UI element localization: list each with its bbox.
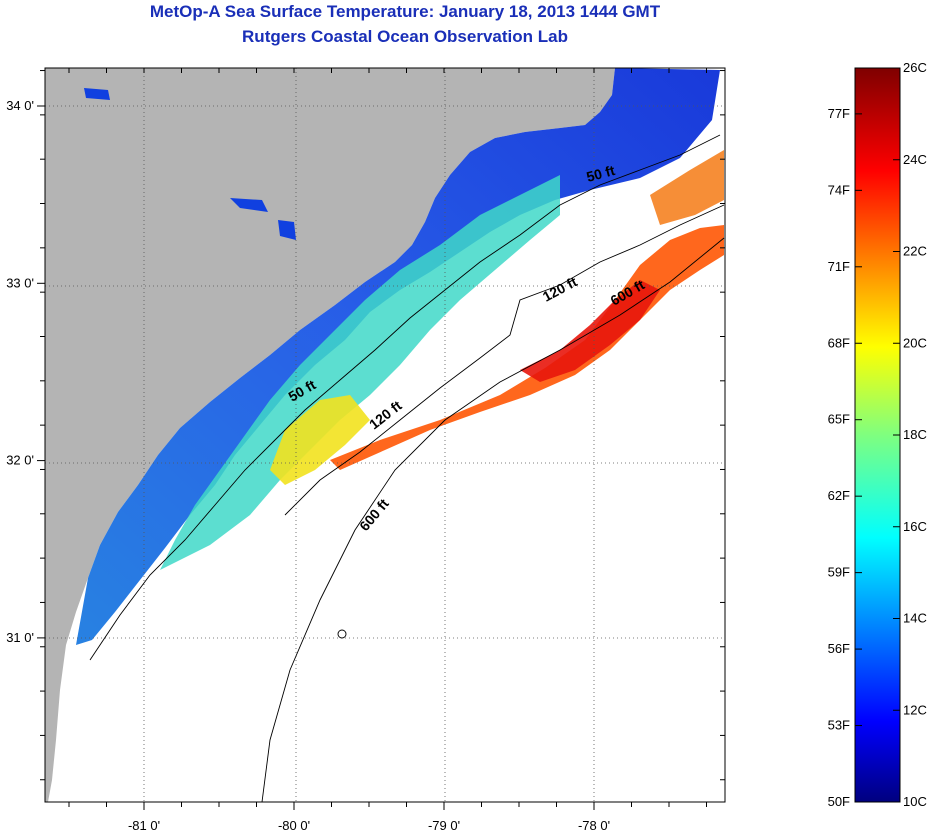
map-title: MetOp-A Sea Surface Temperature: January… <box>149 2 661 21</box>
colorbar-c-label: 18C <box>903 427 927 442</box>
colorbar-c-label: 26C <box>903 60 927 75</box>
lat-tick-label: 34 0' <box>6 98 34 113</box>
isobath-50ft <box>89 134 721 661</box>
colorbar-f-label: 65F <box>828 412 850 427</box>
colorbar-f-label: 50F <box>828 794 850 809</box>
colorbar-f-label: 77F <box>828 106 850 121</box>
colorbar-f-label: 71F <box>828 259 850 274</box>
colorbar <box>854 67 901 803</box>
colorbar-c-label: 10C <box>903 794 927 809</box>
lon-tick-label: -79 0' <box>428 818 460 832</box>
lat-tick-label: 33 0' <box>6 275 34 290</box>
map-border <box>44 67 726 803</box>
latitude-axis: 34 0' 33 0' 32 0' 31 0' <box>6 70 725 781</box>
lon-tick-label: -78 0' <box>578 818 610 832</box>
lon-tick-label: -80 0' <box>278 818 310 832</box>
colorbar-f-label: 74F <box>828 182 850 197</box>
isobath-ring <box>337 629 347 639</box>
lake-blue-3 <box>84 88 110 100</box>
yellow-water-patch <box>270 395 370 485</box>
lon-tick-label: -81 0' <box>128 818 160 832</box>
colorbar-f-label: 62F <box>828 488 850 503</box>
colorbar-f-label: 56F <box>828 641 850 656</box>
lat-tick-label: 31 0' <box>6 630 34 645</box>
colorbar-celsius-scale: 26C 24C 22C 20C 18C 16C 14C 12C 10C <box>893 60 927 809</box>
colorbar-c-label: 14C <box>903 611 927 626</box>
colorbar-c-label: 12C <box>903 702 927 717</box>
isobath-600ft <box>261 237 725 802</box>
colorbar-f-label: 68F <box>828 335 850 350</box>
warm-water-northeast <box>650 150 724 225</box>
land-mass <box>45 68 615 802</box>
map-subtitle: Rutgers Coastal Ocean Observation Lab <box>242 27 568 46</box>
lake-blue-2 <box>278 220 296 240</box>
colorbar-f-label: 59F <box>828 565 850 580</box>
longitude-axis: -81 0' -80 0' -79 0' -78 0' <box>68 68 707 832</box>
colorbar-fahrenheit-scale: 77F 74F 71F 68F 65F 62F 59F 56F 53F 50F <box>828 106 862 809</box>
isobath-120ft <box>284 204 725 516</box>
colorbar-c-label: 16C <box>903 519 927 534</box>
gulf-stream-core <box>520 280 660 382</box>
map-grid <box>45 68 725 802</box>
mid-shelf-water <box>160 175 560 570</box>
colorbar-f-label: 53F <box>828 718 850 733</box>
colorbar-c-label: 22C <box>903 244 927 259</box>
colorbar-c-label: 24C <box>903 152 927 167</box>
lake-blue <box>230 198 268 212</box>
lat-tick-label: 32 0' <box>6 453 34 468</box>
colorbar-c-label: 20C <box>903 335 927 350</box>
isobath-label: 50 ft <box>585 162 617 185</box>
cool-shelf-water <box>76 68 720 645</box>
